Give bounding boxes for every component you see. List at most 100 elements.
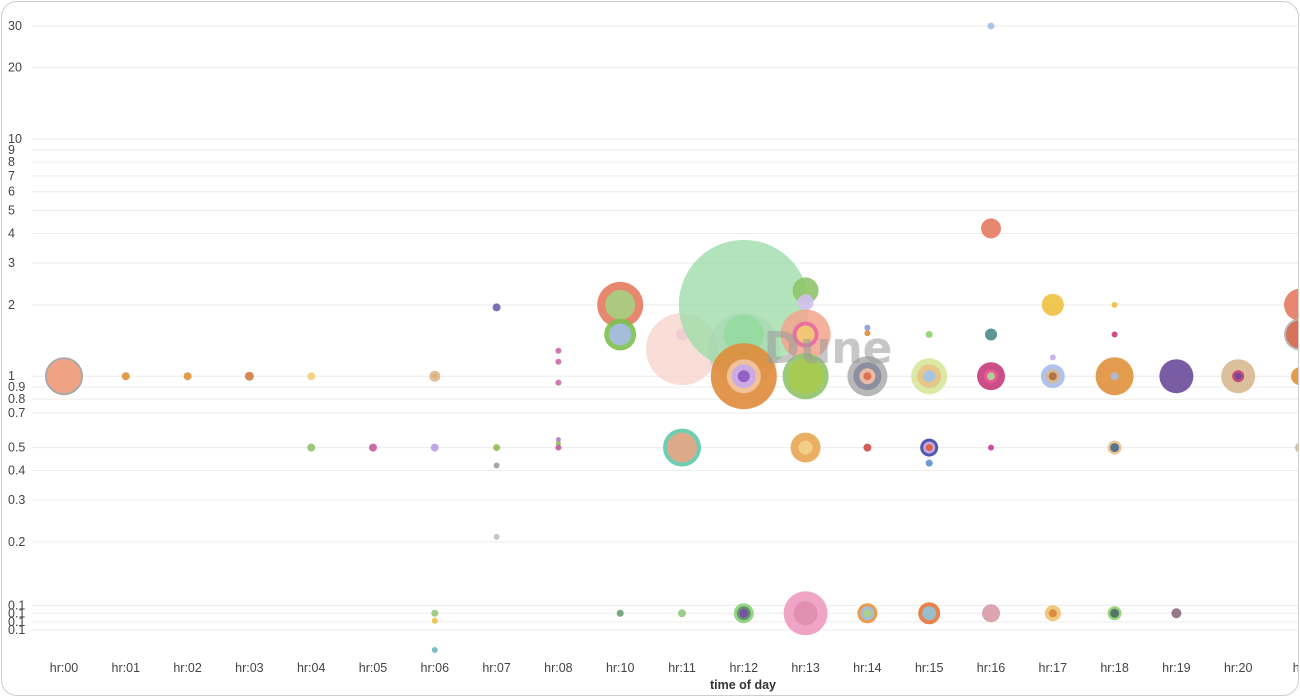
bubble-point[interactable] — [307, 372, 316, 381]
bubble-point[interactable] — [555, 358, 562, 365]
bubble-point[interactable] — [492, 303, 501, 312]
bubble-point[interactable] — [493, 533, 500, 540]
bubble-point[interactable] — [244, 371, 254, 381]
bubble-point[interactable] — [493, 444, 501, 452]
bubble-point[interactable] — [864, 324, 871, 331]
x-tick-label: hr:04 — [297, 661, 326, 675]
bubble-point[interactable] — [431, 609, 439, 617]
bubble-point[interactable] — [432, 373, 438, 379]
y-tick-label: 10 — [8, 132, 22, 146]
bubble-point[interactable] — [430, 443, 439, 452]
bubble-point[interactable] — [1171, 608, 1182, 619]
bubble-point[interactable] — [739, 608, 749, 618]
bubble-point[interactable] — [863, 609, 872, 618]
y-tick-label: 4 — [8, 226, 15, 240]
y-tick-label: 0.4 — [8, 464, 25, 478]
y-tick-label: 0.1 — [8, 606, 25, 620]
bubble-point[interactable] — [796, 325, 815, 344]
y-tick-labels: 0.10.10.10.10.20.30.40.50.70.80.91234567… — [8, 19, 25, 637]
bubble-point[interactable] — [1234, 372, 1242, 380]
bubble-point[interactable] — [555, 379, 562, 386]
y-tick-label: 5 — [8, 203, 15, 217]
y-tick-label: 0.1 — [8, 623, 25, 637]
bubble-point[interactable] — [555, 444, 562, 451]
bubble-point[interactable] — [864, 330, 871, 337]
bubble-point[interactable] — [1049, 354, 1056, 361]
bubble-point[interactable] — [1111, 331, 1118, 338]
y-tick-label: 2 — [8, 298, 15, 312]
bubble-point[interactable] — [369, 443, 377, 452]
y-tick-label: 0.7 — [8, 406, 25, 420]
bubble-point[interactable] — [555, 441, 561, 447]
x-tick-label: hr:05 — [359, 661, 388, 675]
bubble-point[interactable] — [609, 323, 632, 346]
bubble-point[interactable] — [431, 647, 438, 653]
bubble-point[interactable] — [1110, 372, 1119, 381]
bubble-point[interactable] — [792, 277, 819, 304]
bubble-point[interactable] — [737, 370, 750, 383]
bubble-point[interactable] — [555, 347, 562, 354]
bubble-point[interactable] — [1111, 301, 1118, 308]
x-tick-label: hr:12 — [730, 661, 759, 675]
bubble-point[interactable] — [45, 357, 83, 396]
bubble-point[interactable] — [985, 328, 997, 341]
x-tick-label: hr:01 — [112, 661, 141, 675]
bubble-point[interactable] — [183, 372, 192, 381]
bubble-point[interactable] — [1159, 359, 1194, 394]
x-tick-label: hr:17 — [1039, 661, 1068, 675]
bubble-point[interactable] — [307, 443, 316, 452]
bubble-point[interactable] — [863, 443, 872, 452]
watermark: Dune — [763, 323, 892, 374]
bubble-point[interactable] — [987, 22, 995, 30]
bubble-point[interactable] — [925, 330, 933, 338]
y-tick-label: 6 — [8, 185, 15, 199]
y-tick-label: 0.1 — [8, 598, 25, 612]
bubble-point[interactable] — [987, 372, 995, 381]
bubble-point[interactable] — [922, 606, 937, 621]
bubble-point[interactable] — [982, 604, 1000, 623]
bubble-point[interactable] — [1284, 288, 1298, 321]
bubble-point[interactable] — [605, 289, 636, 320]
bubble-point[interactable] — [431, 617, 438, 624]
bubble-point[interactable] — [678, 609, 686, 618]
x-tick-label: hr:13 — [791, 661, 820, 675]
bubble-point[interactable] — [793, 601, 818, 626]
y-tick-label: 8 — [8, 155, 15, 169]
bubble-point[interactable] — [1041, 293, 1064, 316]
y-tick-label: 30 — [8, 19, 22, 33]
x-tick-label: hr:02 — [173, 661, 202, 675]
x-tick-labels: hr:00 hr:01 hr:02 hr:03 hr:04 hr:05 hr:06 hr:07… — [50, 661, 1298, 675]
bubble-point[interactable] — [1110, 443, 1120, 453]
bubble-point[interactable] — [925, 459, 933, 467]
bubble-point[interactable] — [616, 609, 624, 617]
bubble-point[interactable] — [723, 314, 764, 355]
x-tick-label: hr:07 — [482, 661, 511, 675]
bubble-point[interactable] — [981, 218, 1001, 239]
bubble-point[interactable] — [1048, 372, 1057, 381]
bubble-point[interactable] — [678, 239, 809, 370]
bubble-point[interactable] — [988, 444, 994, 451]
bubble-point[interactable] — [121, 372, 130, 381]
bubble-point[interactable] — [925, 444, 933, 452]
bubble-point[interactable] — [1048, 609, 1057, 618]
bubble-point[interactable] — [797, 294, 814, 311]
bubble-point[interactable] — [798, 440, 813, 455]
bubble-point[interactable] — [1110, 608, 1120, 618]
y-tick-label: 3 — [8, 256, 15, 270]
bubble-point[interactable] — [667, 432, 697, 463]
bubble-point[interactable] — [1286, 320, 1298, 349]
bubble-point[interactable] — [555, 437, 561, 443]
x-tick-label: hr:03 — [235, 661, 264, 675]
bubble-point[interactable] — [1291, 367, 1298, 385]
bubble-point[interactable] — [493, 462, 500, 469]
bubble-point[interactable] — [923, 370, 936, 383]
y-tick-label: 7 — [8, 169, 15, 183]
y-tick-label: 0.9 — [8, 380, 25, 394]
x-tick-label: hr:19 — [1162, 661, 1191, 675]
x-tick-label: hr: — [1293, 661, 1298, 675]
bubble-point[interactable] — [1295, 442, 1298, 453]
bubble-point[interactable] — [863, 372, 872, 381]
bubble-point[interactable] — [787, 358, 824, 395]
